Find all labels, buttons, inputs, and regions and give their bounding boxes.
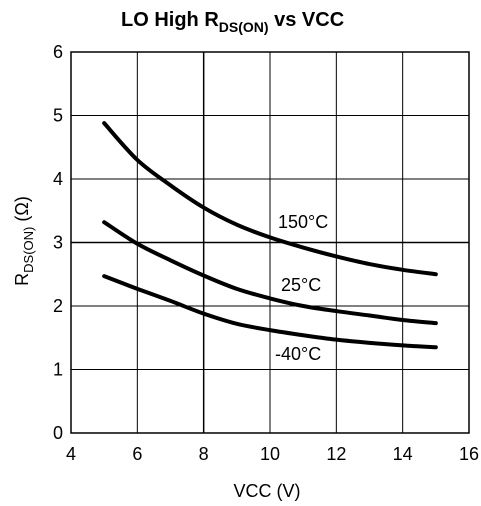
grid <box>71 52 469 433</box>
series-label-150c: 150°C <box>278 212 328 232</box>
series-label-25c: 25°C <box>281 275 321 295</box>
x-axis-label: VCC (V) <box>234 481 301 501</box>
x-tick-label: 4 <box>66 444 76 464</box>
x-tick-label: 8 <box>199 444 209 464</box>
chart-title-rest: vs VCC <box>269 9 345 31</box>
series-25c-line <box>102 220 438 326</box>
series-label-minus40c: -40°C <box>275 344 321 364</box>
chart-title-subscript: DS(ON) <box>219 19 269 35</box>
y-tick-label: 5 <box>53 106 63 126</box>
x-tick-label: 6 <box>132 444 142 464</box>
x-tick-label: 14 <box>393 444 413 464</box>
y-tick-label: 4 <box>53 169 63 189</box>
y-tick-label: 6 <box>53 42 63 62</box>
series-minus40c-line <box>102 274 438 350</box>
x-tick-labels: 4 6 8 10 12 14 16 <box>66 444 479 464</box>
y-tick-labels: 0 1 2 3 4 5 6 <box>53 42 63 443</box>
y-axis-label: RDS(ON) (Ω) <box>12 196 36 286</box>
y-tick-label: 3 <box>53 233 63 253</box>
series-150c-line <box>102 121 438 277</box>
x-tick-label: 16 <box>459 444 479 464</box>
x-tick-label: 10 <box>260 444 280 464</box>
chart-title: LO High RDS(ON) vs VCC <box>121 9 344 35</box>
y-tick-label: 2 <box>53 296 63 316</box>
y-tick-label: 1 <box>53 360 63 380</box>
y-axis-label-subscript: DS(ON) <box>21 227 36 273</box>
chart-title-main: LO High R <box>121 9 219 31</box>
plot-area-frame <box>70 51 470 434</box>
series-lines <box>102 121 438 350</box>
y-axis-label-main: R <box>12 273 32 286</box>
y-tick-label: 0 <box>53 423 63 443</box>
y-axis-label-rest: (Ω) <box>12 196 32 226</box>
x-tick-label: 12 <box>326 444 346 464</box>
